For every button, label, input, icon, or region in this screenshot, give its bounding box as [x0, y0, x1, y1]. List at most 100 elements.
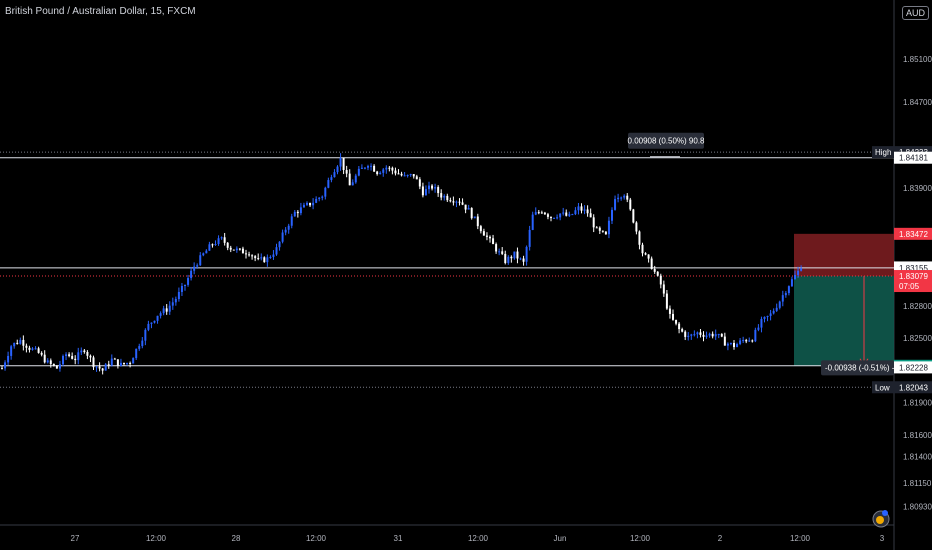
candle-body [171, 302, 174, 306]
x-tick-label: 12:00 [468, 534, 489, 543]
candle-body [226, 242, 229, 248]
candle-body [309, 202, 312, 206]
candle-body [656, 271, 659, 276]
candle-body [363, 167, 366, 169]
candle-body [565, 212, 568, 216]
price-label-box [894, 361, 932, 374]
y-tick-label: 1.81400 [903, 452, 932, 461]
candle-body [626, 195, 629, 200]
price-label-line[interactable]: 1.84181 [894, 151, 932, 164]
candle-body [235, 248, 238, 251]
candle-body [25, 345, 28, 348]
x-tick-label: 3 [880, 534, 885, 543]
y-tick-label: 1.81900 [903, 399, 932, 408]
candle-body [778, 301, 781, 308]
candle-body [745, 340, 748, 342]
candle-body [540, 212, 543, 214]
candle-body [202, 253, 205, 256]
candle-body [132, 358, 135, 364]
candle-body [62, 356, 64, 365]
candle-body [519, 258, 522, 260]
candle-body [522, 258, 525, 262]
candle-body [583, 209, 586, 211]
candle-body [559, 213, 562, 218]
candle-body [446, 195, 449, 201]
candle-body [147, 323, 150, 330]
range-measure-label[interactable]: 0.00908 (0.50%) 90.8 [628, 132, 705, 149]
candle-body [455, 201, 458, 203]
candle-body [345, 169, 348, 174]
candle-body [546, 214, 549, 217]
candle-body [287, 225, 290, 230]
candle-body [65, 354, 68, 357]
price-label-box [894, 151, 932, 164]
candle-body [537, 212, 540, 214]
candle-body [351, 182, 354, 186]
candle-body [52, 364, 55, 366]
candle-body [556, 217, 559, 219]
candle-body [473, 216, 476, 219]
candle-body [10, 346, 13, 356]
candle-body [510, 256, 513, 259]
candle-body [34, 348, 37, 350]
candle-body [586, 209, 589, 214]
candle-body [104, 364, 107, 371]
candle-body [672, 313, 674, 320]
candle-body [601, 230, 604, 232]
y-tick-label: 1.82800 [903, 302, 932, 311]
candle-body [232, 249, 235, 251]
candle-body [598, 227, 601, 231]
candle-body [238, 248, 241, 250]
stop-loss-zone[interactable] [794, 233, 894, 277]
candle-body [373, 165, 376, 172]
candle-body [528, 229, 531, 247]
candle-body [391, 167, 394, 171]
candle-body [638, 231, 641, 245]
price-label-line[interactable]: 1.82228 [894, 361, 932, 374]
take-profit-zone[interactable] [794, 276, 894, 366]
candle-body [742, 340, 745, 342]
candle-body [662, 284, 665, 294]
candle-body [156, 315, 159, 321]
candle-body [379, 172, 382, 175]
candle-body [452, 201, 455, 203]
price-label-stop[interactable]: 1.83472 [894, 227, 932, 240]
price-label-value: 1.83155 [899, 264, 928, 273]
candle-body [223, 237, 226, 243]
candle-body [562, 212, 565, 214]
candle-body [135, 348, 138, 359]
candle-body [723, 336, 726, 346]
candle-body [98, 366, 101, 369]
candle-body [516, 251, 519, 259]
price-label-box [894, 381, 932, 394]
candle-body [13, 342, 16, 347]
candle-body [729, 342, 732, 344]
candle-body [504, 253, 507, 263]
candle-body [367, 166, 369, 168]
candle-body [406, 174, 409, 176]
candle-body [251, 255, 254, 257]
candle-body [177, 291, 180, 300]
candle-body [739, 340, 742, 344]
currency-badge[interactable]: AUD [902, 6, 930, 20]
candle-body [165, 308, 168, 312]
candle-body [388, 167, 391, 169]
candle-body [254, 256, 257, 259]
x-tick-label: 28 [232, 534, 241, 543]
candle-body [614, 199, 617, 210]
candle-body [525, 246, 528, 262]
price-label-prefix: High [875, 148, 891, 157]
price-label-value: 1.82043 [899, 383, 928, 392]
candle-body [800, 268, 803, 271]
candle-body [71, 356, 74, 359]
price-label-low[interactable]: 1.82043 Low [872, 381, 932, 394]
candle-body [577, 206, 580, 211]
candle-body [760, 318, 763, 328]
position-measure-text: -0.00938 (-0.51%) -93 [825, 363, 904, 372]
candle-body [281, 232, 284, 242]
candle-body [257, 258, 260, 260]
candle-body [781, 295, 784, 302]
position-measure-label[interactable]: -0.00938 (-0.51%) -93 [821, 360, 904, 376]
